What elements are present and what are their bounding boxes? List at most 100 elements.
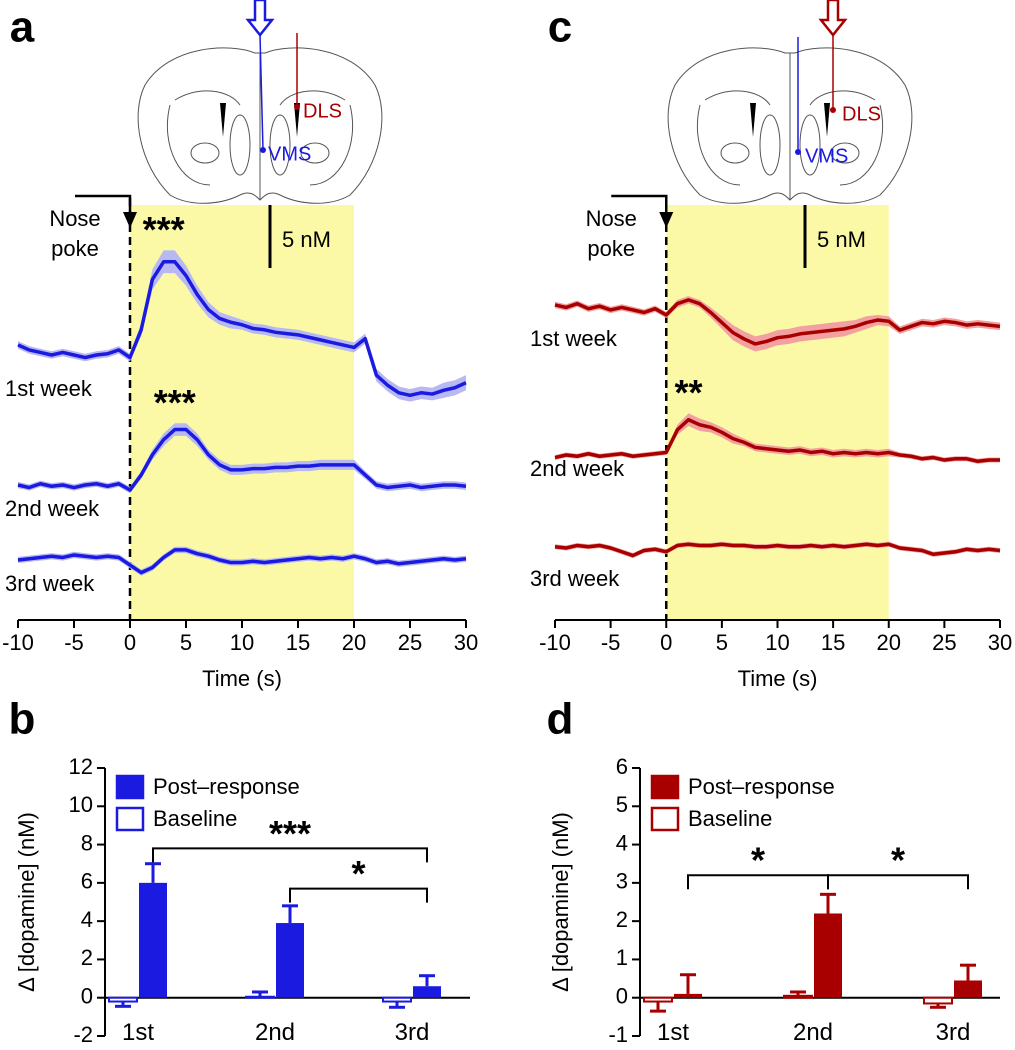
trace-label: 2nd week — [5, 496, 100, 521]
inset-label: DLS — [842, 103, 881, 125]
trace-label: 2nd week — [530, 456, 625, 481]
x-tick-label: 30 — [454, 630, 478, 655]
x-tick-label: 25 — [932, 630, 956, 655]
significance-bracket — [152, 847, 428, 863]
event-arrowhead — [123, 212, 137, 228]
brain-inset: DLS VMS — [667, 0, 913, 204]
bar — [382, 996, 412, 1003]
trace-label: 3rd week — [530, 566, 620, 591]
x-tick-label: 10 — [230, 630, 254, 655]
y-tick-label: 6 — [616, 754, 628, 779]
x-tick-label: 10 — [765, 630, 789, 655]
scale-bar-label: 5 nM — [282, 227, 331, 252]
response-window — [130, 205, 354, 620]
x-tick-label: 3rd — [936, 1019, 971, 1046]
legend-swatch — [650, 806, 680, 832]
y-tick-label: 8 — [81, 830, 93, 855]
bar — [814, 913, 842, 998]
y-tick-label: 0 — [81, 984, 93, 1009]
x-tick-label: 2nd — [255, 1019, 295, 1046]
trace-label: 1st week — [530, 326, 618, 351]
trace-line — [554, 542, 1001, 558]
event-arrow — [75, 194, 132, 214]
x-tick-label: 1st — [657, 1019, 689, 1046]
bar — [245, 995, 275, 999]
legend-label: Baseline — [153, 806, 237, 831]
bar — [139, 882, 167, 998]
trace-line — [17, 427, 467, 492]
bar — [674, 993, 702, 998]
event-label: poke — [51, 236, 99, 261]
x-tick-label: -5 — [64, 630, 84, 655]
y-tick-label: 10 — [69, 792, 93, 817]
legend-swatch — [115, 806, 145, 832]
event-label: Nose — [49, 206, 100, 231]
significance-label: *** — [154, 382, 196, 423]
x-axis-label: Time (s) — [202, 666, 282, 691]
significance-bracket — [289, 887, 428, 903]
y-tick-label: 1 — [616, 945, 628, 970]
legend-label: Post–response — [153, 774, 300, 799]
trace-line — [17, 260, 467, 398]
response-window — [666, 205, 889, 620]
trace-label: 3rd week — [5, 571, 95, 596]
bar — [413, 986, 441, 998]
y-tick-label: 12 — [69, 754, 93, 779]
trace-line — [554, 298, 1001, 346]
x-tick-label: 30 — [988, 630, 1012, 655]
inset-label: DLS — [303, 100, 342, 122]
significance-label: * — [351, 853, 365, 894]
panel-label: d — [547, 695, 574, 744]
significance-label: ** — [674, 372, 702, 413]
significance-label: * — [751, 840, 765, 881]
inset-label: VMS — [805, 145, 848, 167]
bar — [783, 994, 813, 999]
y-tick-label: 2 — [81, 945, 93, 970]
x-tick-label: -5 — [601, 630, 621, 655]
y-tick-label: 3 — [616, 869, 628, 894]
significance-bracket — [827, 874, 969, 890]
y-tick-label: 4 — [616, 830, 628, 855]
significance-label: * — [891, 840, 905, 881]
y-tick-label: 4 — [81, 907, 93, 932]
legend-swatch — [650, 774, 680, 800]
x-tick-label: 0 — [124, 630, 136, 655]
event-arrow — [611, 194, 668, 214]
event-arrowhead — [659, 212, 674, 228]
significance-label: *** — [269, 813, 311, 854]
scale-bar-label: 5 nM — [817, 227, 866, 252]
x-tick-label: 5 — [716, 630, 728, 655]
bar — [108, 996, 138, 1003]
trace-label: 1st week — [5, 376, 93, 401]
panel-label: c — [548, 3, 572, 52]
inset-label: VMS — [268, 143, 311, 165]
x-tick-label: 20 — [342, 630, 366, 655]
x-axis-label: Time (s) — [738, 666, 818, 691]
significance-label: *** — [143, 209, 185, 250]
x-tick-label: 2nd — [793, 1019, 833, 1046]
trace-line — [554, 417, 1000, 464]
y-tick-label: 6 — [81, 869, 93, 894]
legend-label: Baseline — [688, 806, 772, 831]
event-label: poke — [587, 236, 635, 261]
y-tick-label: 0 — [616, 984, 628, 1009]
x-tick-label: 1st — [122, 1019, 154, 1046]
legend-swatch — [115, 774, 145, 800]
panel-label: b — [9, 695, 36, 744]
bar — [954, 980, 982, 998]
x-tick-label: -10 — [2, 630, 34, 655]
sem-band — [555, 296, 1000, 352]
event-label: Nose — [586, 206, 637, 231]
x-tick-label: 15 — [286, 630, 310, 655]
y-axis-label: Δ [dopamine] (nM) — [548, 812, 573, 992]
x-tick-label: 3rd — [395, 1019, 430, 1046]
x-tick-label: 0 — [660, 630, 672, 655]
y-tick-label: 2 — [616, 907, 628, 932]
x-tick-label: 15 — [821, 630, 845, 655]
y-tick-label: -1 — [608, 1022, 628, 1047]
x-tick-label: 25 — [398, 630, 422, 655]
x-tick-label: 5 — [180, 630, 192, 655]
panel-label: a — [10, 3, 35, 52]
bar — [276, 923, 304, 998]
